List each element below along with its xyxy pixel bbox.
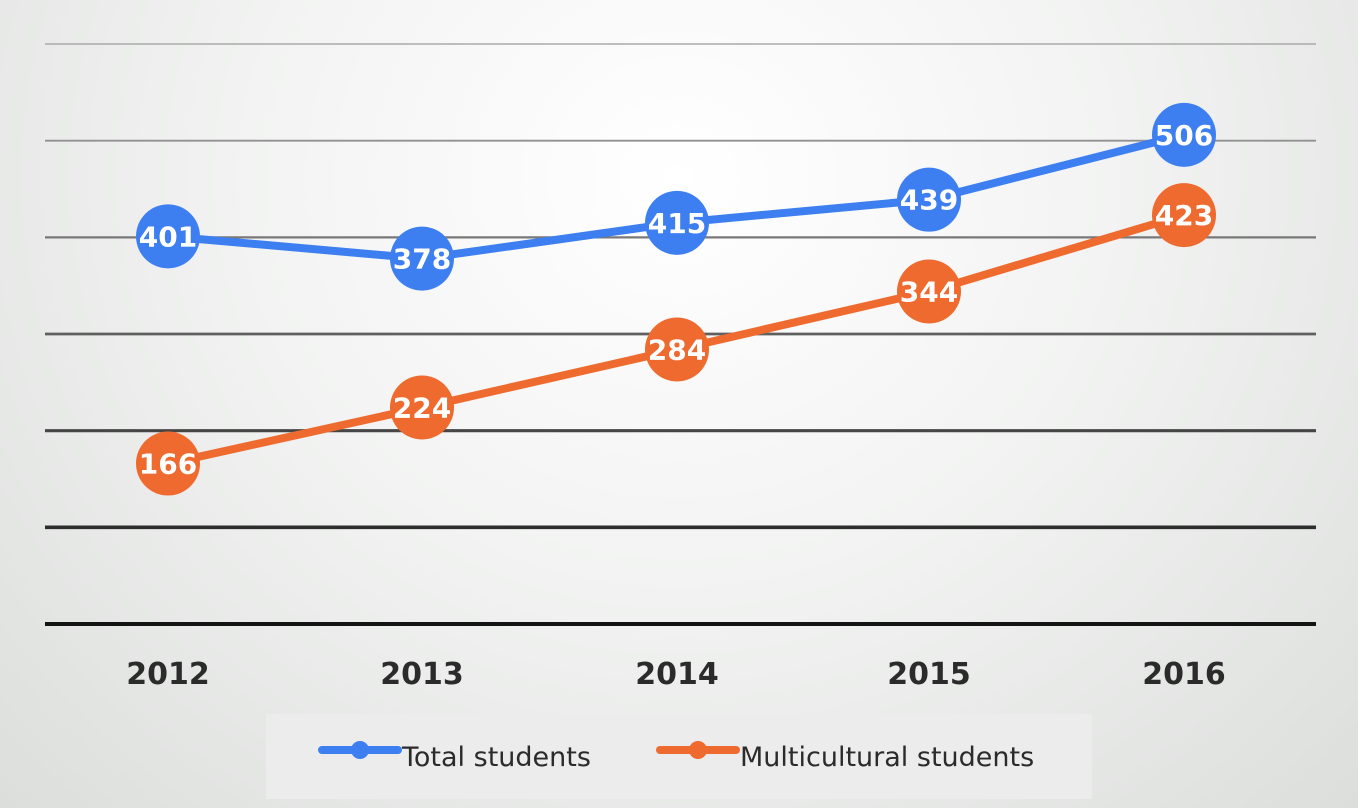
data-label: 344: [900, 275, 958, 308]
data-point-marker: [897, 259, 961, 324]
data-point-marker: [136, 204, 200, 269]
data-point-marker: [136, 431, 200, 496]
legend-label: Total students: [401, 742, 591, 773]
data-label: 439: [900, 184, 958, 217]
legend: Total students Multicultural students: [266, 714, 1092, 799]
data-point-marker: [1152, 183, 1216, 248]
data-point-marker: [645, 317, 709, 382]
legend-swatch-marker: [351, 741, 369, 759]
legend-label: Multicultural students: [740, 742, 1034, 773]
legend-box: [266, 714, 1092, 799]
x-axis-tick-labels: 2012 2013 2014 2015 2016: [126, 657, 1226, 692]
data-point-marker: [645, 190, 709, 255]
x-tick-label: 2012: [126, 657, 210, 692]
data-label: 224: [393, 391, 451, 424]
series-lines: [164, 130, 1188, 468]
series-markers: 401 378 415 439 506 166 224 284 344 423: [136, 102, 1216, 496]
data-point-marker: [897, 167, 961, 232]
data-label: 284: [648, 333, 706, 366]
data-label: 506: [1155, 119, 1213, 152]
x-tick-label: 2015: [887, 657, 971, 692]
x-tick-label: 2014: [635, 657, 719, 692]
data-label: 415: [648, 207, 706, 240]
data-point-marker: [390, 375, 454, 440]
x-tick-label: 2013: [380, 657, 464, 692]
data-label: 166: [139, 448, 197, 481]
data-label: 401: [139, 220, 197, 253]
x-tick-label: 2016: [1142, 657, 1226, 692]
data-label: 378: [393, 243, 451, 276]
data-label: 423: [1155, 199, 1213, 232]
data-point-marker: [1152, 102, 1216, 167]
legend-swatch-marker: [689, 741, 707, 759]
data-point-marker: [390, 226, 454, 291]
